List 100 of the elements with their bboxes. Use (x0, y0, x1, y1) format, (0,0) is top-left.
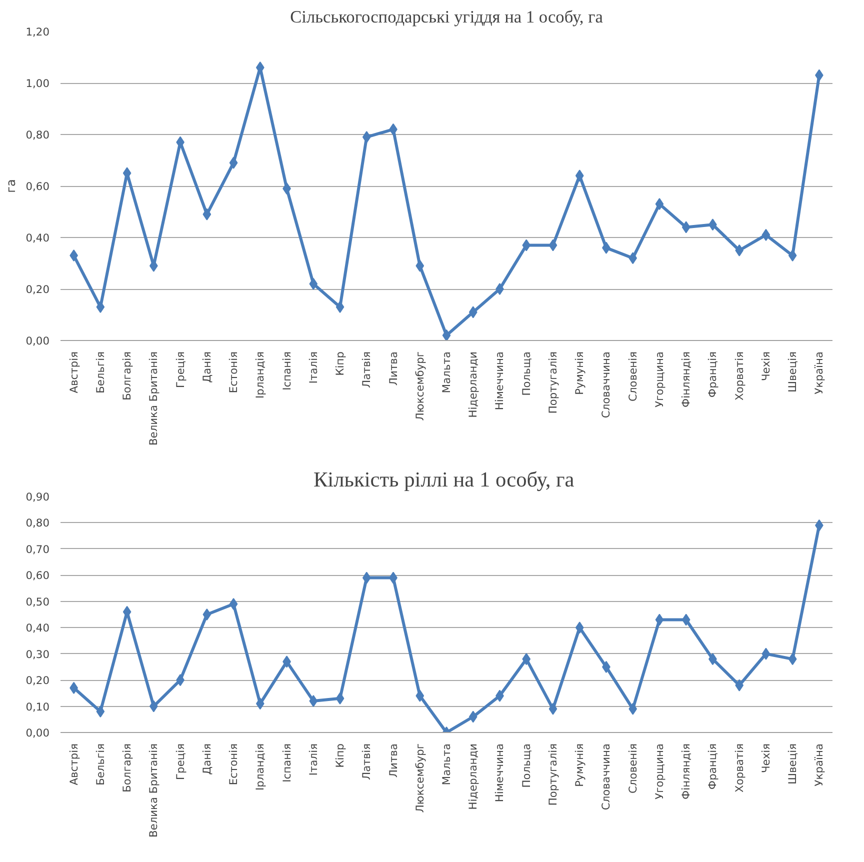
x-tick-label: Данія (200, 351, 214, 383)
point (442, 329, 451, 340)
x-tick-label: Мальта (440, 743, 453, 786)
point (122, 606, 132, 618)
point (96, 301, 105, 314)
y-tick-label: 0,50 (26, 595, 50, 608)
point (788, 653, 797, 666)
point (575, 622, 584, 634)
point (496, 283, 504, 295)
x-tick-label: Болгарія (120, 744, 134, 792)
point (468, 306, 478, 318)
x-tick-label: Люксембург (413, 351, 426, 421)
x-tick-label: Данія (200, 743, 214, 775)
x-tick-label: Румунія (573, 351, 586, 395)
x-tick-label: Португалія (546, 743, 560, 806)
point (416, 260, 424, 272)
point (362, 131, 371, 144)
point (416, 690, 424, 702)
x-tick-label: Австрія (67, 743, 80, 786)
x-tick-label: Австрія (67, 351, 80, 394)
point (96, 706, 105, 718)
y-tick-label: 0,70 (26, 542, 50, 556)
x-tick-label: Словенія (626, 743, 640, 794)
point (682, 614, 690, 626)
x-tick-label: Словаччина (600, 351, 613, 418)
x-tick-label: Італія (306, 352, 320, 384)
x-tick-label: Фінляндія (680, 351, 693, 408)
x-tick-label: Латвія (360, 743, 374, 780)
x-tick-label: Фінляндія (680, 743, 693, 800)
x-tick-label: Португалія (546, 351, 560, 414)
x-tick-label: Естонія (227, 351, 240, 394)
x-tick-label: Україна (812, 351, 826, 394)
y-tick-label: 0,60 (26, 569, 50, 582)
x-tick-label: Румунія (573, 743, 586, 787)
point (762, 228, 770, 241)
x-tick-label: Словаччина (600, 743, 613, 810)
x-tick-label: Італія (306, 744, 320, 776)
x-tick-label: Кіпр (334, 743, 347, 768)
x-tick-label: Польща (520, 743, 533, 788)
x-tick-label: Франція (706, 743, 720, 790)
point (309, 695, 318, 708)
x-tick-label: Латвія (360, 351, 374, 388)
y-tick-label: 0,00 (26, 726, 50, 740)
x-tick-label: Греція (174, 351, 187, 388)
x-tick-label: Болгарія (120, 352, 134, 400)
x-tick-label: Німеччина (493, 351, 506, 410)
x-tick-label: Велика Британія (147, 351, 160, 446)
x-tick-label: Німеччина (493, 743, 506, 802)
x-tick-label: Литва (386, 743, 400, 778)
point (336, 301, 344, 314)
y-axis-title: га (4, 179, 18, 193)
x-tick-label: Україна (812, 743, 826, 786)
x-tick-label: Мальта (440, 351, 453, 394)
point (468, 710, 478, 723)
point (202, 208, 212, 220)
x-tick-label: Словенія (626, 351, 640, 402)
point (229, 156, 238, 169)
y-tick-label: 0,20 (26, 674, 50, 688)
x-tick-label: Естонія (227, 743, 240, 786)
point (548, 702, 558, 715)
x-tick-label: Іспанія (280, 743, 294, 782)
y-tick-label: 0,90 (26, 490, 50, 504)
x-tick-label: Бельгія (94, 351, 107, 394)
x-tick-label: Бельгія (94, 743, 107, 786)
x-tick-label: Греція (174, 743, 187, 780)
y-tick-label: 0,40 (26, 622, 50, 635)
y-tick-label: 0,00 (26, 334, 50, 348)
chart-title: Сільськогосподарські угіддя на 1 особу, га (290, 8, 604, 26)
point (655, 614, 664, 626)
chart-title: Кількість ріллі на 1 особу, га (313, 468, 575, 492)
point (628, 702, 638, 715)
y-tick-label: 0,30 (26, 648, 50, 661)
x-tick-label: Кіпр (334, 351, 347, 376)
y-tick-label: 0,10 (26, 700, 50, 714)
point (628, 252, 638, 264)
x-tick-label: Ірландія (254, 743, 267, 790)
point (575, 170, 584, 182)
point (309, 278, 318, 290)
x-tick-label: Ірландія (254, 351, 267, 398)
x-tick-label: Швеція (786, 743, 800, 784)
point (655, 198, 664, 210)
x-tick-label: Угорщина (652, 743, 666, 800)
x-tick-label: Швеція (786, 351, 800, 392)
point (548, 239, 558, 252)
y-tick-label: 1,00 (26, 77, 50, 90)
x-tick-label: Люксембург (413, 743, 426, 813)
y-tick-label: 0,40 (26, 232, 50, 244)
y-tick-label: 0,80 (26, 128, 50, 142)
point (202, 608, 212, 620)
x-tick-label: Чехія (759, 351, 772, 382)
point (229, 598, 238, 610)
point (336, 692, 344, 704)
x-tick-label: Нідерланди (466, 352, 480, 418)
point (522, 653, 531, 666)
y-tick-label: 0,20 (26, 283, 50, 296)
point (256, 698, 264, 710)
x-tick-label: Хорватія (732, 743, 746, 792)
y-tick-label: 0,80 (26, 516, 50, 530)
y-tick-label: 0,60 (26, 180, 50, 193)
point (788, 250, 797, 262)
